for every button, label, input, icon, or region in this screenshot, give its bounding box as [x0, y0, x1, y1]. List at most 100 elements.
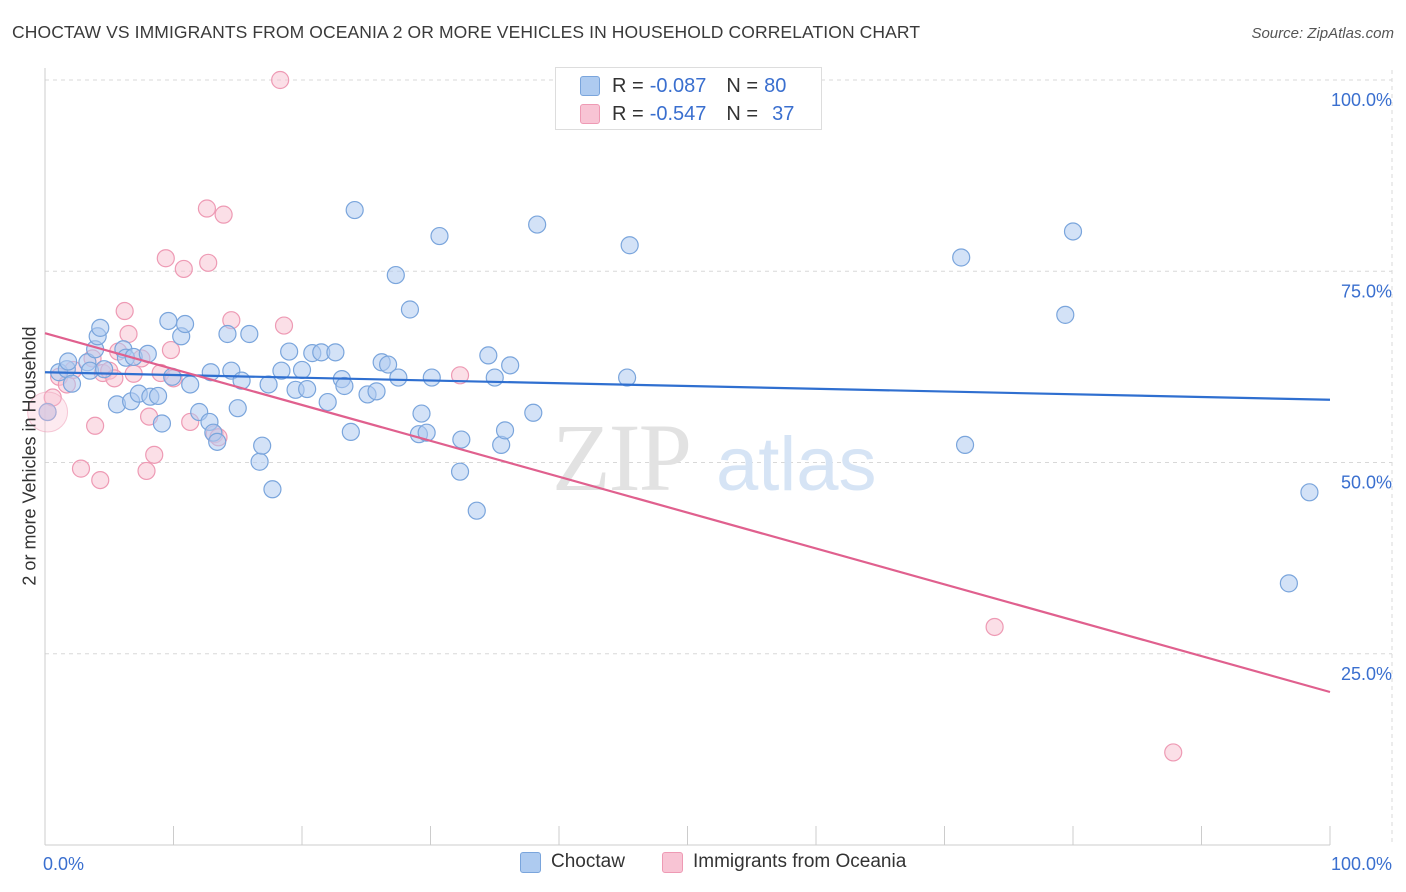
choctaw-point — [367, 382, 386, 401]
choctaw-point — [272, 361, 291, 380]
choctaw-point — [181, 375, 200, 394]
oceania-point — [174, 259, 193, 279]
oceania-trend-line — [44, 332, 1331, 694]
choctaw-legend-label: Choctaw — [551, 851, 625, 872]
choctaw-legend-swatch — [520, 851, 541, 873]
oceania-point — [274, 316, 294, 335]
choctaw-point — [95, 360, 114, 379]
choctaw-point — [218, 324, 237, 344]
choctaw-point — [389, 368, 408, 387]
choctaw-point — [148, 386, 168, 406]
oceania-point — [115, 301, 134, 321]
oceania-point — [119, 324, 138, 344]
choctaw-n-value: 80 — [764, 74, 787, 97]
choctaw-point — [620, 236, 639, 255]
oceania-swatch — [580, 104, 600, 124]
choctaw-point — [1300, 483, 1319, 502]
choctaw-point — [452, 430, 471, 449]
oceania-point — [91, 470, 110, 490]
choctaw-point — [250, 452, 269, 471]
oceania-r-value: -0.547 — [649, 102, 707, 125]
choctaw-point — [524, 403, 543, 422]
choctaw-point — [479, 346, 498, 365]
choctaw-point — [1063, 222, 1083, 241]
stats-legend: R = -0.087 N = 80 R = -0.547 N = 37 — [555, 67, 822, 130]
oceania-legend-swatch — [662, 851, 683, 873]
choctaw-point — [345, 200, 364, 220]
oceania-point — [214, 205, 233, 224]
choctaw-point — [253, 436, 272, 455]
source-label: Source: ZipAtlas.com — [1251, 25, 1394, 42]
oceania-point — [71, 459, 91, 478]
choctaw-point — [485, 368, 504, 387]
choctaw-point — [450, 462, 470, 481]
choctaw-point — [62, 374, 82, 393]
choctaw-point — [263, 480, 282, 499]
oceania-point — [197, 199, 217, 218]
choctaw-point — [952, 248, 971, 267]
choctaw-point — [341, 422, 360, 441]
choctaw-point — [259, 375, 278, 394]
choctaw-point — [335, 376, 354, 396]
choctaw-point — [400, 300, 420, 319]
choctaw-point — [1056, 305, 1075, 324]
y-tick-label: 25.0% — [1341, 664, 1392, 684]
choctaw-point — [208, 432, 227, 451]
y-tick-label: 100.0% — [1331, 90, 1392, 110]
legend-row-choctaw: R = -0.087 N = 80 — [580, 72, 786, 100]
x-tick-label: 100.0% — [1331, 854, 1392, 874]
choctaw-point — [386, 265, 405, 285]
r-label: R = — [612, 74, 644, 97]
oceania-cluster-point — [27, 391, 69, 433]
choctaw-r-value: -0.087 — [649, 74, 707, 97]
y-axis-label: 2 or more Vehicles in Household — [19, 326, 40, 586]
choctaw-point — [412, 404, 431, 423]
chart-title: CHOCTAW VS IMMIGRANTS FROM OCEANIA 2 OR … — [12, 22, 921, 42]
choctaw-point — [298, 379, 317, 399]
choctaw-point — [422, 368, 441, 387]
choctaw-point — [175, 314, 195, 334]
axis-layer — [44, 68, 1331, 846]
x-tick-label: 0.0% — [43, 854, 84, 874]
choctaw-point — [955, 435, 975, 455]
bottom-legend-oceania: Immigrants from Oceania — [662, 851, 906, 873]
y-tick-label: 75.0% — [1341, 281, 1392, 301]
choctaw-point — [430, 226, 449, 246]
choctaw-point — [417, 423, 436, 442]
watermark: ZIP atlas — [552, 404, 877, 511]
legend-row-oceania: R = -0.547 N = 37 — [580, 100, 794, 128]
choctaw-point — [280, 342, 299, 361]
choctaw-point — [326, 343, 345, 362]
trend-layer — [44, 332, 1331, 694]
choctaw-point — [1279, 574, 1298, 593]
bottom-legend-choctaw: Choctaw — [520, 851, 625, 873]
oceania-point — [199, 253, 218, 272]
choctaw-point — [228, 399, 247, 418]
choctaw-point — [38, 402, 57, 422]
choctaw-point — [292, 360, 312, 380]
y-tick-label: 50.0% — [1341, 473, 1392, 493]
choctaw-point — [618, 368, 637, 387]
n-label: N = — [726, 74, 759, 97]
choctaw-point — [240, 324, 259, 344]
choctaw-point — [152, 414, 172, 433]
choctaw-point — [467, 501, 486, 520]
oceania-point — [161, 340, 181, 360]
choctaw-point — [91, 318, 110, 337]
oceania-point — [86, 416, 105, 435]
choctaw-point — [495, 421, 515, 440]
oceania-point — [985, 617, 1004, 637]
choctaw-point — [528, 215, 547, 234]
oceania-legend-label: Immigrants from Oceania — [693, 851, 907, 872]
watermark-zip: ZIP — [552, 404, 690, 511]
oceania-point — [156, 249, 175, 268]
r-label: R = — [612, 102, 644, 125]
grid-layer — [45, 70, 1393, 845]
choctaw-point — [378, 355, 398, 374]
oceania-n-value: 37 — [772, 102, 795, 125]
label-layer: 25.0% 50.0% 75.0% 100.0% 0.0% 100.0% — [43, 90, 1392, 874]
oceania-point — [145, 445, 164, 464]
oceania-point — [271, 70, 290, 90]
choctaw-point — [318, 392, 337, 412]
